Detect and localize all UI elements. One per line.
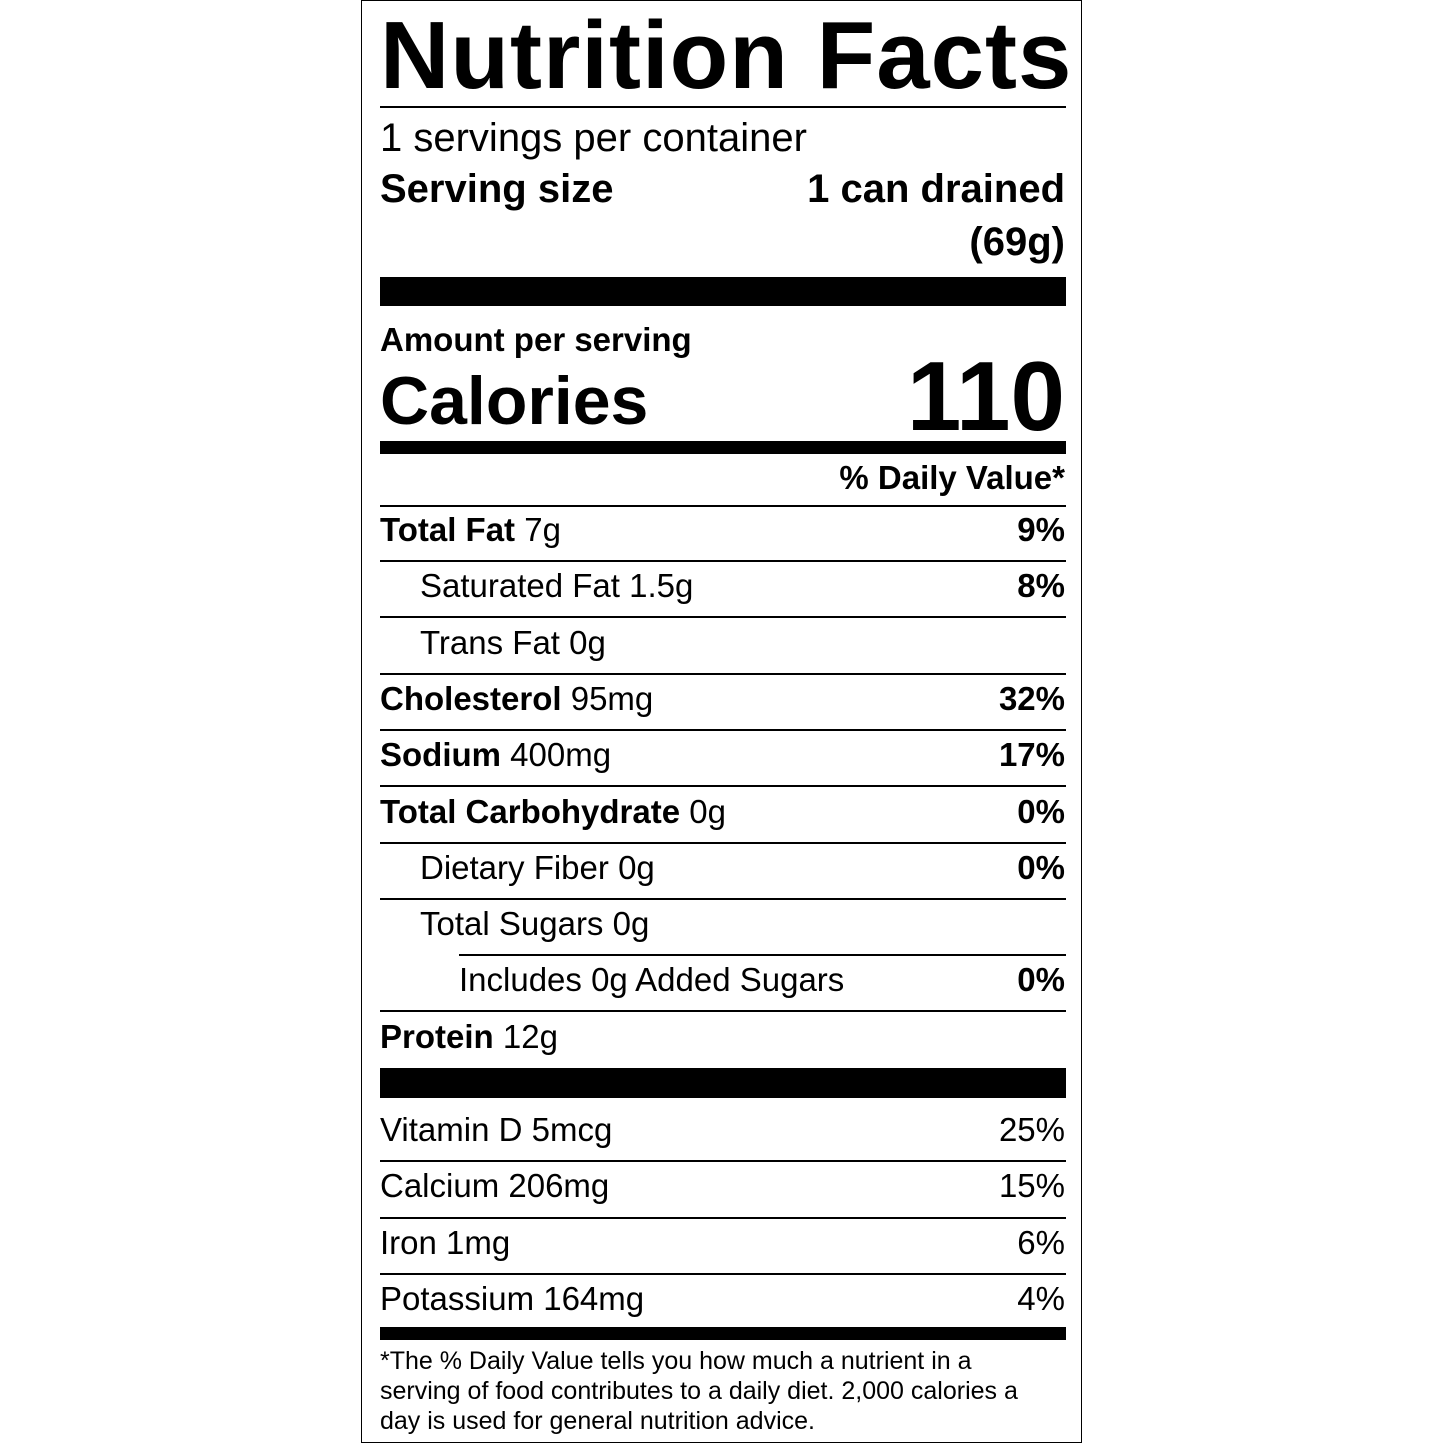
nutrient-name: Saturated Fat xyxy=(420,567,620,605)
nutrient-row: Saturated Fat 1.5g xyxy=(420,566,693,606)
divider xyxy=(380,616,1066,619)
thick-divider xyxy=(380,277,1066,306)
nutrient-daily-value: 0% xyxy=(1017,792,1065,830)
divider xyxy=(380,897,1066,900)
divider xyxy=(380,505,1066,507)
divider xyxy=(380,1273,1066,1275)
vitamin-label: Potassium 164mg xyxy=(380,1279,645,1317)
nutrient-name: Cholesterol xyxy=(380,679,562,717)
vitamin-label: Calcium 206mg xyxy=(380,1167,610,1205)
nutrient-row: Total Carbohydrate 0g xyxy=(380,792,726,832)
medium-divider xyxy=(380,441,1066,454)
serving-size-grams: (69g) xyxy=(969,220,1065,264)
footnote-line-1: *The % Daily Value tells you how much a … xyxy=(380,1347,972,1375)
nutrient-name: Total Fat xyxy=(380,511,516,548)
nutrient-amount: 400mg xyxy=(510,736,612,774)
nutrient-amount: 0g xyxy=(612,905,650,943)
label-title: Nutrition Facts xyxy=(380,2,1073,109)
divider xyxy=(380,1216,1066,1219)
nutrient-name: Dietary Fiber xyxy=(420,848,609,886)
divider xyxy=(380,672,1066,675)
footnote-line-3: day is used for general nutrition advice… xyxy=(380,1407,815,1435)
vitamin-label: Iron 1mg xyxy=(380,1223,511,1261)
vitamin-label: Vitamin D 5mcg xyxy=(380,1111,613,1148)
divider xyxy=(380,728,1066,731)
divider xyxy=(380,1010,1066,1013)
nutrient-daily-value: 9% xyxy=(1017,511,1065,548)
thick-divider xyxy=(380,1068,1066,1098)
nutrient-row: Protein 12g xyxy=(380,1017,558,1057)
vitamin-daily-value: 4% xyxy=(1017,1279,1065,1317)
nutrient-daily-value: 0% xyxy=(1017,848,1065,886)
calories-label: Calories xyxy=(380,363,649,439)
nutrient-row: Total Fat 7g xyxy=(380,510,561,550)
divider xyxy=(380,785,1066,788)
amount-per-serving: Amount per serving xyxy=(380,321,692,358)
nutrient-name: Total Carbohydrate xyxy=(380,792,681,830)
divider xyxy=(459,954,1066,957)
servings-per-container: 1 servings per container xyxy=(380,116,807,160)
nutrient-daily-value: 17% xyxy=(998,736,1065,774)
vitamin-daily-value: 6% xyxy=(1017,1223,1065,1261)
nutrient-row: Sodium 400mg xyxy=(380,735,611,775)
vitamin-daily-value: 25% xyxy=(998,1111,1065,1148)
serving-size-label: Serving size xyxy=(380,167,614,211)
divider xyxy=(380,106,1066,108)
nutrient-amount: 0g xyxy=(689,792,726,830)
vitamin-daily-value: 15% xyxy=(998,1167,1065,1205)
divider xyxy=(380,841,1066,844)
nutrient-name: Protein xyxy=(380,1017,494,1055)
nutrient-row: Includes 0g Added Sugars xyxy=(459,960,844,1000)
divider xyxy=(380,560,1066,562)
serving-size-value: 1 can drained xyxy=(807,167,1065,211)
footnote-line-2: serving of food contributes to a daily d… xyxy=(380,1377,1018,1405)
nutrient-row: Cholesterol 95mg xyxy=(380,679,653,719)
nutrient-name: Total Sugars xyxy=(420,905,604,943)
nutrient-name: Includes 0g Added Sugars xyxy=(459,961,845,999)
nutrient-row: Trans Fat 0g xyxy=(420,623,606,663)
medium-divider xyxy=(380,1327,1066,1340)
daily-value-header: % Daily Value* xyxy=(839,459,1065,496)
nutrient-amount: 7g xyxy=(524,511,561,548)
nutrient-daily-value: 8% xyxy=(1017,567,1065,605)
nutrient-row: Total Sugars 0g xyxy=(420,904,649,944)
calories-value: 110 xyxy=(906,341,1065,451)
nutrient-amount: 12g xyxy=(502,1017,558,1055)
nutrition-label-panel xyxy=(361,0,1082,1443)
nutrient-name: Trans Fat xyxy=(420,623,560,661)
nutrient-daily-value: 0% xyxy=(1017,961,1065,999)
nutrient-amount: 0g xyxy=(618,848,655,886)
nutrient-amount: 95mg xyxy=(570,679,654,717)
nutrient-amount: 0g xyxy=(569,623,606,661)
divider xyxy=(380,1160,1066,1162)
nutrient-amount: 1.5g xyxy=(629,567,694,605)
nutrient-daily-value: 32% xyxy=(998,679,1065,717)
nutrient-row: Dietary Fiber 0g xyxy=(420,848,655,888)
nutrient-name: Sodium xyxy=(380,736,501,774)
